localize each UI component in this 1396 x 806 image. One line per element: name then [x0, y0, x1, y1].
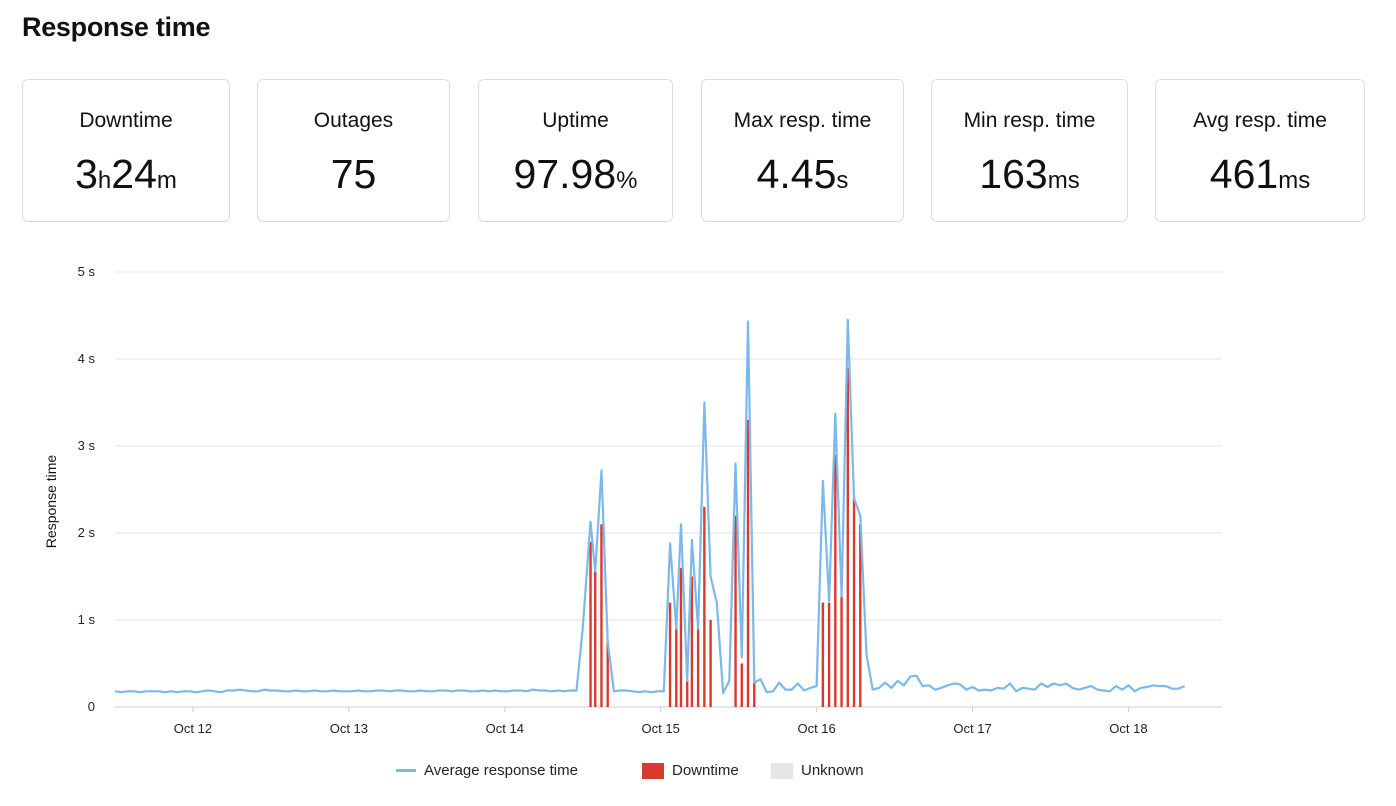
- stat-number: 4.45: [756, 151, 837, 197]
- x-tick-label: Oct 12: [174, 721, 212, 736]
- y-tick-label: 0: [88, 699, 95, 714]
- downtime-bar: [821, 602, 825, 707]
- downtime-bar: [846, 367, 850, 707]
- legend-item-unknown[interactable]: Unknown: [771, 762, 864, 779]
- downtime-bar: [746, 419, 750, 707]
- stat-label: Min resp. time: [963, 109, 1096, 132]
- x-tick-label: Oct 15: [642, 721, 680, 736]
- y-tick-label: 1 s: [78, 612, 96, 627]
- downtime-bar: [734, 515, 737, 707]
- stat-unit: s: [836, 167, 849, 194]
- stat-number: 163: [979, 151, 1048, 197]
- downtime-bar: [859, 524, 862, 707]
- legend-item-average-response-time[interactable]: Average response time: [396, 762, 578, 779]
- stat-label: Avg resp. time: [1193, 109, 1327, 132]
- downtime-swatch-icon: [642, 762, 664, 779]
- stat-number: 24: [111, 151, 157, 197]
- downtime-bar: [834, 454, 837, 707]
- x-tick-label: Oct 18: [1109, 721, 1147, 736]
- y-tick-label: 2 s: [78, 525, 96, 540]
- stat-card-min-resp-time: Min resp. time 163ms: [931, 79, 1128, 222]
- downtime-bar: [668, 602, 672, 707]
- stat-value: 97.98%: [479, 150, 672, 205]
- stat-label: Max resp. time: [733, 109, 872, 132]
- downtime-bar: [740, 663, 743, 707]
- stat-value: 75: [258, 150, 449, 198]
- response-time-line: [114, 318, 1186, 695]
- stat-value: 4.45s: [702, 150, 903, 205]
- stat-card-max-resp-time: Max resp. time 4.45s: [701, 79, 904, 222]
- legend-label: Downtime: [672, 762, 739, 779]
- downtime-bar: [600, 524, 603, 707]
- stat-label: Downtime: [79, 109, 173, 132]
- stat-number: 3: [75, 151, 98, 197]
- page-title: Response time: [22, 12, 211, 42]
- downtime-bar: [696, 628, 700, 707]
- downtime-bar: [827, 602, 831, 707]
- y-tick-label: 4 s: [78, 351, 96, 366]
- downtime-bar: [686, 680, 689, 707]
- x-tick-label: Oct 17: [953, 721, 991, 736]
- stat-unit: ms: [1047, 167, 1080, 194]
- stat-card-avg-resp-time: Avg resp. time 461ms: [1155, 79, 1365, 222]
- x-tick-label: Oct 14: [486, 721, 524, 736]
- downtime-bar: [753, 682, 756, 707]
- stat-label: Outages: [313, 109, 394, 132]
- x-tick-label: Oct 13: [330, 721, 368, 736]
- stat-number: 75: [330, 151, 377, 197]
- stat-unit: m: [156, 167, 177, 194]
- stat-number: 97.98: [513, 151, 617, 197]
- unknown-swatch-icon: [771, 762, 793, 779]
- downtime-bar: [703, 506, 706, 707]
- downtime-bar: [594, 571, 597, 707]
- downtime-bar: [709, 620, 712, 707]
- stat-number: 461: [1209, 151, 1279, 197]
- downtime-bar: [840, 596, 843, 707]
- stat-card-downtime: Downtime 3h24m: [22, 79, 230, 222]
- downtime-bar: [675, 628, 678, 707]
- downtime-bar: [679, 567, 683, 707]
- stat-unit: ms: [1278, 167, 1311, 194]
- line-swatch-icon: [396, 769, 416, 772]
- legend-label: Unknown: [801, 762, 864, 779]
- stat-unit: %: [616, 167, 638, 194]
- stat-card-outages: Outages 75: [257, 79, 450, 222]
- downtime-bar: [606, 641, 609, 707]
- y-tick-label: 3 s: [78, 438, 96, 453]
- stat-value: 461ms: [1156, 150, 1364, 205]
- stat-value: 163ms: [932, 150, 1127, 205]
- stat-value: 3h24m: [23, 150, 229, 205]
- stat-card-uptime: Uptime 97.98%: [478, 79, 673, 222]
- downtime-bar: [690, 576, 694, 707]
- downtime-bar: [852, 498, 856, 707]
- stat-label: Uptime: [542, 109, 609, 132]
- y-axis-title: Response time: [43, 455, 59, 549]
- legend-item-downtime[interactable]: Downtime: [642, 762, 739, 779]
- response-time-chart: 0 1 s 2 s 3 s 4 s 5 s Oct 12 Oct 13 Oct 14 Oct 15…: [43, 264, 1222, 736]
- y-tick-label: 5 s: [78, 264, 96, 279]
- x-tick-label: Oct 16: [797, 721, 835, 736]
- downtime-bar: [589, 541, 592, 707]
- legend-label: Average response time: [424, 762, 578, 779]
- stat-unit: h: [97, 167, 112, 194]
